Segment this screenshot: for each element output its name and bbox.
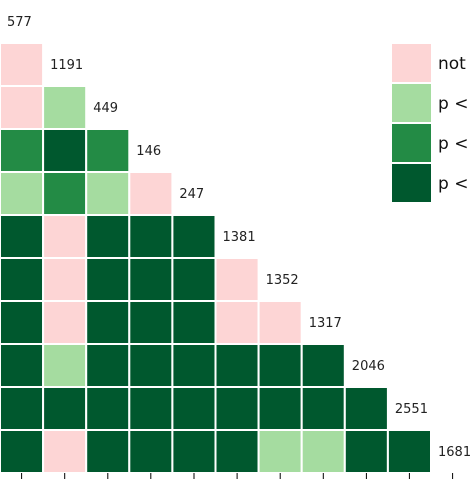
heatmap-cell [0,128,45,173]
heatmap-cell [0,85,45,130]
heatmap-cell [42,85,88,130]
heatmap-cell [300,429,346,474]
heatmap-cell [42,128,88,173]
legend-swatch [392,124,431,162]
heatmap-cell [257,386,303,431]
heatmap-cell [0,214,45,259]
diagonal-count-label: 1352 [266,273,299,288]
heatmap-cell [171,343,217,388]
heatmap-cell [257,429,303,474]
diagonal-count-label: 247 [179,187,204,202]
diagonal-count-label: 449 [93,101,118,116]
heatmap-cell [343,386,389,431]
diagonal-count-label: 2046 [352,359,385,374]
heatmap-cell [257,343,303,388]
heatmap-cell [85,171,131,216]
legend-label: p < [438,134,468,154]
heatmap-cell [171,300,217,345]
heatmap-cell [0,386,45,431]
heatmap-cell [85,386,131,431]
heatmap-cell [128,386,174,431]
heatmap-cell [85,214,131,259]
diagonal-count-label: 1191 [50,58,83,73]
heatmap-cell [0,42,45,87]
heatmap-cell [85,257,131,302]
legend-label: not [438,54,466,74]
diagonal-count-labels: 577 1191 449 146 247 1381 1352 1317 2046 2551 1681 [7,15,471,460]
heatmap-cell [214,386,260,431]
heatmap-cell [214,257,260,302]
heatmap-cell [171,429,217,474]
heatmap-cell [0,429,45,474]
x-axis-ticks [21,473,454,479]
heatmap-cell [42,429,88,474]
heatmap-cell [128,171,174,216]
diagonal-count-label: 146 [136,144,161,159]
heatmap-cell [0,171,45,216]
heatmap-cell [171,214,217,259]
heatmap-cell [343,429,389,474]
heatmap-cell [128,214,174,259]
diagonal-count-label: 1381 [223,230,256,245]
diagonal-count-label: 577 [7,15,32,30]
heatmap-cell [85,429,131,474]
legend: not p < p < p < [392,44,468,202]
heatmap-cell [0,257,45,302]
diagonal-count-label: 1317 [309,316,342,331]
heatmap-cells [0,42,432,474]
heatmap-cell [214,300,260,345]
heatmap-cell [42,171,88,216]
heatmap-cell [171,386,217,431]
heatmap-cell [42,214,88,259]
heatmap-cell [42,343,88,388]
diagonal-count-label: 2551 [395,402,428,417]
legend-swatch [392,164,431,202]
legend-swatch [392,44,431,82]
heatmap-cell [128,343,174,388]
heatmap-cell [257,300,303,345]
heatmap-cell [85,300,131,345]
heatmap-cell [128,300,174,345]
heatmap-cell [42,386,88,431]
heatmap-cell [85,128,131,173]
heatmap-cell [85,343,131,388]
heatmap-cell [42,257,88,302]
heatmap-cell [171,257,217,302]
heatmap-cell [300,343,346,388]
heatmap-cell [128,257,174,302]
heatmap-cell [0,343,45,388]
heatmap-cell [386,429,432,474]
heatmap-cell [0,300,45,345]
heatmap-cell [42,300,88,345]
heatmap-cell [214,429,260,474]
heatmap-cell [214,343,260,388]
heatmap-cell [128,429,174,474]
heatmap-cell [300,386,346,431]
legend-label: p < [438,174,468,194]
legend-swatch [392,84,431,122]
legend-label: p < [438,94,468,114]
diagonal-count-label: 1681 [438,445,471,460]
